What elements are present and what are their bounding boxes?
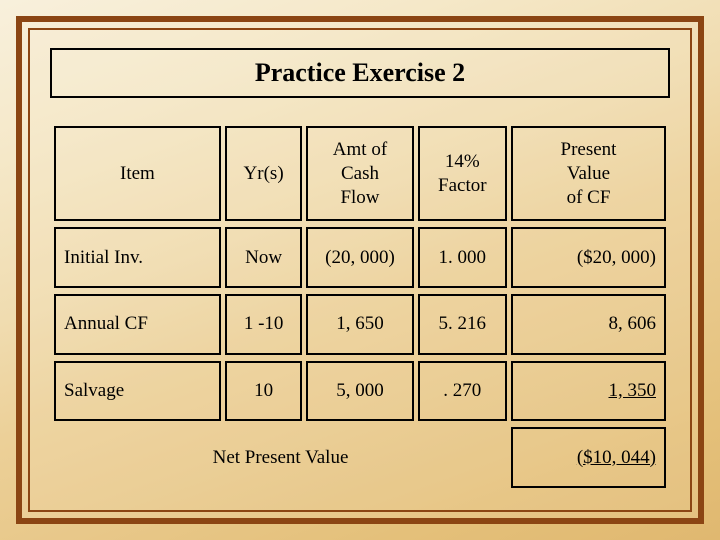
table-row: Initial Inv. Now (20, 000) 1. 000 ($20, … <box>54 227 666 288</box>
cell-factor: . 270 <box>418 361 507 422</box>
col-header-factor: 14%Factor <box>418 126 507 221</box>
cell-yrs: Now <box>225 227 302 288</box>
slide-frame: Practice Exercise 2 Item Yr(s) Amt ofCas… <box>0 0 720 540</box>
col-header-yrs: Yr(s) <box>225 126 302 221</box>
table-row: Salvage 10 5, 000 . 270 1, 350 <box>54 361 666 422</box>
cell-item: Annual CF <box>54 294 221 355</box>
table-header-row: Item Yr(s) Amt ofCashFlow 14%Factor Pres… <box>54 126 666 221</box>
col-header-item: Item <box>54 126 221 221</box>
cell-pv: 1, 350 <box>511 361 666 422</box>
cell-factor: 5. 216 <box>418 294 507 355</box>
outer-border: Practice Exercise 2 Item Yr(s) Amt ofCas… <box>16 16 704 524</box>
slide-title: Practice Exercise 2 <box>52 58 668 88</box>
cell-item: Initial Inv. <box>54 227 221 288</box>
npv-value: ($10, 044) <box>577 447 656 468</box>
inner-border: Practice Exercise 2 Item Yr(s) Amt ofCas… <box>28 28 692 512</box>
cell-amt: (20, 000) <box>306 227 413 288</box>
cell-yrs: 10 <box>225 361 302 422</box>
col-header-pv: PresentValueof CF <box>511 126 666 221</box>
title-box: Practice Exercise 2 <box>50 48 670 98</box>
table-row: Annual CF 1 -10 1, 650 5. 216 8, 606 <box>54 294 666 355</box>
cell-yrs: 1 -10 <box>225 294 302 355</box>
npv-value-cell: ($10, 044) <box>511 427 666 488</box>
npv-table: Item Yr(s) Amt ofCashFlow 14%Factor Pres… <box>50 120 670 494</box>
npv-label: Net Present Value <box>54 427 507 488</box>
cell-pv: 8, 606 <box>511 294 666 355</box>
cell-amt: 1, 650 <box>306 294 413 355</box>
cell-amt: 5, 000 <box>306 361 413 422</box>
cell-pv-underlined: 1, 350 <box>609 380 657 401</box>
cell-factor: 1. 000 <box>418 227 507 288</box>
col-header-amt: Amt ofCashFlow <box>306 126 413 221</box>
cell-item: Salvage <box>54 361 221 422</box>
cell-pv: ($20, 000) <box>511 227 666 288</box>
table-footer-row: Net Present Value ($10, 044) <box>54 427 666 488</box>
